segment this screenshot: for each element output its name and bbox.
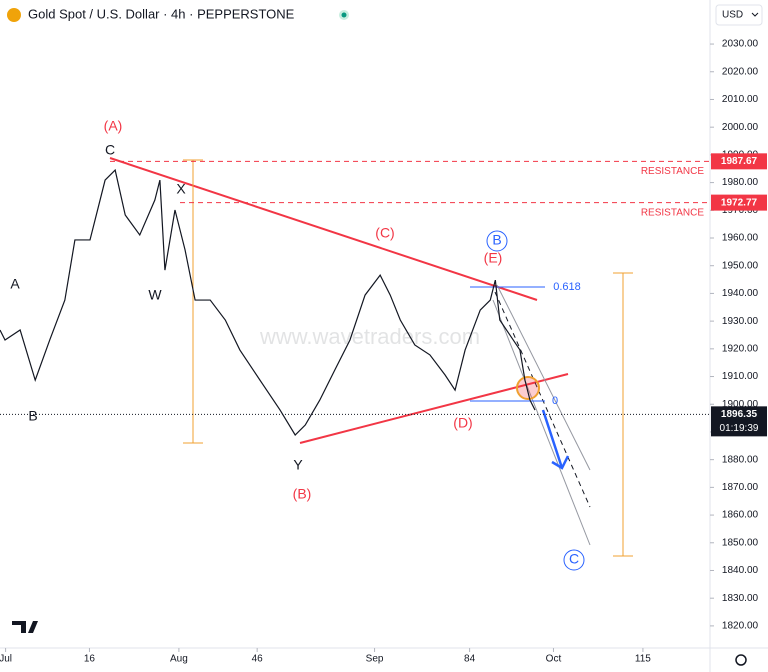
wave-label: A [10,276,20,292]
x-tick-label: 84 [464,654,476,665]
last-price-label: 1896.35 [721,409,758,420]
wave-label: 0.618 [553,281,581,293]
highlight-circle [516,376,540,400]
countdown: 01:19:39 [720,423,759,434]
price-tag-label: 1987.67 [721,156,758,167]
status-dot-core [341,12,347,18]
wave-circle [486,230,508,252]
forecast-arrow [541,409,564,469]
wave-label: X [176,181,186,197]
wave-circle [563,549,585,571]
y-tick-label: 1940.00 [722,288,759,299]
trendline-lower [299,373,569,444]
x-tick-label: Jul [0,654,12,665]
y-tick-label: 1910.00 [722,371,759,382]
price-tag [711,194,767,211]
wave-label: (A) [104,118,123,134]
y-tick-label: 2030.00 [722,39,759,50]
channel-bottom [492,299,591,546]
y-tick-label: 2020.00 [722,66,759,77]
forecast-arrowhead [551,455,570,470]
x-tick-label: Aug [170,654,188,665]
x-tick-label: 46 [252,654,264,665]
x-tick-label: 16 [84,654,96,665]
currency-caret [751,12,759,17]
drawings [109,157,633,571]
x-tick-label: Sep [366,654,384,665]
y-tick-label: 1960.00 [722,233,759,244]
y-tick-label: 1930.00 [722,316,759,327]
y-tick-label: 2010.00 [722,94,759,105]
price-tag-label: 1972.77 [721,197,758,208]
currency[interactable]: USD [722,10,743,21]
y-tick-label: 1900.00 [722,399,759,410]
wave-label: C [105,142,115,158]
settings-icon[interactable] [735,654,747,666]
y-tick-label: 1830.00 [722,593,759,604]
symbol-icon [7,8,21,22]
y-tick-label: 2000.00 [722,122,759,133]
y-tick-label: 1850.00 [722,537,759,548]
y-tick-label: 1880.00 [722,454,759,465]
price-line [0,168,536,436]
channel-mid [494,291,591,508]
wave-label: W [148,287,162,303]
resistance-label: RESISTANCE [641,207,704,218]
y-tick-label: 1820.00 [722,621,759,632]
wave-label: 0 [552,395,558,407]
last-price-tag [711,406,767,437]
trendline-upper [109,157,538,301]
y-tick-label: 1950.00 [722,260,759,271]
wave-label: (D) [453,415,472,431]
wave-label: (C) [375,225,394,241]
wave-label: (E) [484,250,503,266]
x-tick-label: Oct [546,654,562,665]
wave-label: Y [293,457,303,473]
y-tick-label: 1920.00 [722,343,759,354]
channel-top [496,284,591,471]
wave-label: (B) [293,486,312,502]
price-tag [711,153,767,170]
wave-label: B [492,232,501,248]
resistance-label: RESISTANCE [641,166,704,177]
y-tick-label: 1870.00 [722,482,759,493]
chart-title: Gold Spot / U.S. Dollar · 4h · PEPPERSTO… [28,6,295,21]
y-tick-label: 1840.00 [722,565,759,576]
x-tick-label: 115 [635,654,651,665]
currency-button[interactable] [715,4,763,26]
watermark: www.wavetraders.com [259,324,480,349]
y-tick-label: 1860.00 [722,510,759,521]
y-tick-label: 1980.00 [722,177,759,188]
wave-label: B [28,408,37,424]
wave-label: C [569,551,579,567]
tv-logo[interactable] [12,621,38,633]
